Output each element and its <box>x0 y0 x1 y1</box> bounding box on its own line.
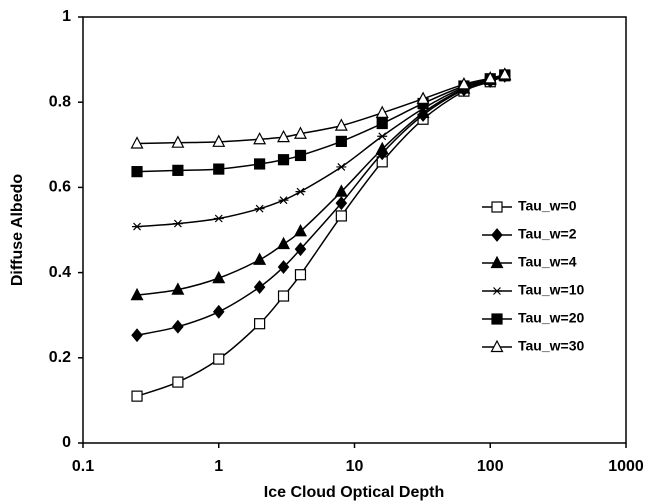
data-point <box>376 117 388 130</box>
legend-marker <box>490 339 504 353</box>
data-point <box>334 118 348 131</box>
data-point <box>254 318 266 330</box>
data-point <box>277 236 291 250</box>
x-axis-label: Ice Cloud Optical Depth <box>264 484 444 501</box>
x-tick-label: 100 <box>477 458 504 475</box>
data-point <box>293 223 307 237</box>
data-point <box>294 242 307 257</box>
legend-marker <box>491 313 503 325</box>
y-tick-label: 1 <box>62 8 71 25</box>
x-tick-label: 1000 <box>608 458 644 475</box>
data-point <box>295 187 306 196</box>
data-point <box>293 126 307 139</box>
data-point <box>213 214 224 223</box>
series-line <box>136 74 506 296</box>
data-point <box>375 105 389 118</box>
data-point <box>254 204 265 213</box>
legend-label: Tau_w=10 <box>518 282 584 298</box>
data-point <box>294 269 307 281</box>
data-point <box>336 163 347 171</box>
series-line <box>136 75 506 397</box>
legend-marker <box>491 201 503 213</box>
data-point <box>294 149 307 162</box>
data-point <box>130 136 144 149</box>
y-tick-label: 0.8 <box>49 93 71 110</box>
data-point <box>498 67 512 80</box>
legend-marker <box>492 287 502 295</box>
legend-marker <box>491 228 503 242</box>
series-line <box>137 73 505 145</box>
data-point <box>375 141 389 155</box>
data-point <box>277 129 291 143</box>
x-tick-label: 1 <box>214 458 223 475</box>
x-tick-label: 10 <box>346 458 364 475</box>
data-point <box>212 270 226 284</box>
legend-label: Tau_w=2 <box>518 226 577 242</box>
legend-label: Tau_w=30 <box>518 338 584 354</box>
data-point <box>416 91 430 104</box>
data-point <box>213 353 225 365</box>
data-point <box>131 390 143 402</box>
series-line <box>136 75 506 336</box>
data-point <box>132 222 143 231</box>
data-point <box>212 134 226 147</box>
y-tick-label: 0.6 <box>49 179 71 196</box>
data-point <box>172 164 184 176</box>
data-point <box>171 282 185 295</box>
y-tick-label: 0.4 <box>49 264 71 281</box>
data-point <box>253 252 267 265</box>
legend-marker <box>490 255 504 269</box>
data-point <box>253 280 266 295</box>
y-axis-label: Diffuse Albedo <box>9 174 26 287</box>
data-point <box>334 184 348 197</box>
data-point <box>277 154 290 166</box>
data-point <box>483 71 497 84</box>
x-tick-label: 0.1 <box>72 458 94 475</box>
data-point <box>131 166 143 178</box>
data-point <box>131 328 143 343</box>
data-point <box>457 77 471 90</box>
data-point <box>277 260 290 274</box>
data-point <box>335 196 348 211</box>
legend-label: Tau_w=0 <box>518 198 577 214</box>
data-point <box>254 158 266 170</box>
data-point <box>253 131 267 145</box>
data-point <box>212 304 225 319</box>
data-point <box>130 287 144 301</box>
y-tick-label: 0.2 <box>49 349 71 366</box>
data-point <box>278 196 289 205</box>
data-point <box>377 132 388 141</box>
y-tick-label: 0 <box>62 434 71 451</box>
data-point <box>172 319 184 334</box>
data-point <box>335 210 347 222</box>
data-point <box>277 290 290 302</box>
data-point <box>172 219 183 228</box>
data-point <box>335 135 347 147</box>
data-point <box>171 135 185 148</box>
data-point <box>213 163 225 175</box>
legend-label: Tau_w=4 <box>518 254 577 270</box>
legend-label: Tau_w=20 <box>518 310 584 326</box>
data-point <box>172 376 184 388</box>
